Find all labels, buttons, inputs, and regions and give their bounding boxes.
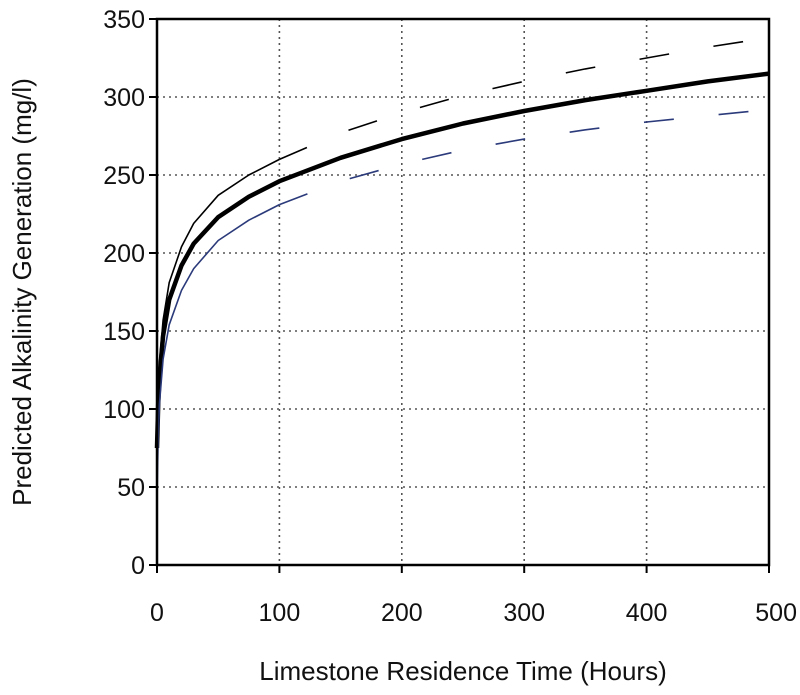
series-layer	[154, 36, 770, 498]
x-tick-label: 400	[626, 599, 668, 627]
series-upper-bound-line	[279, 36, 770, 161]
x-tick-label: 0	[150, 599, 164, 627]
y-tick-label: 300	[103, 84, 145, 112]
y-tick-label: 50	[117, 474, 145, 502]
y-tick-label: 150	[103, 318, 145, 346]
series-lower-bound-line	[279, 108, 770, 206]
x-axis-ticks: 0 100 200 300 400 500	[150, 565, 797, 627]
y-tick-label: 100	[103, 396, 145, 424]
y-axis-ticks: 0 50 100 150 200 250 300 350	[103, 6, 157, 580]
y-tick-label: 200	[103, 240, 145, 268]
plot-area-frame	[155, 17, 771, 567]
x-tick-label: 300	[503, 599, 545, 627]
x-tick-label: 100	[259, 599, 301, 627]
x-axis-title: Limestone Residence Time (Hours)	[259, 656, 667, 686]
series-solid-thick-line	[154, 71, 770, 449]
grid-lines	[157, 19, 769, 565]
y-tick-label: 250	[103, 162, 145, 190]
series-lower-bound-line	[156, 203, 280, 498]
x-tick-label: 200	[381, 599, 423, 627]
y-axis-title: Predicted Alkalinity Generation (mg/l)	[7, 78, 37, 506]
y-tick-label: 350	[103, 6, 145, 34]
y-tick-label: 0	[131, 552, 145, 580]
x-tick-label: 500	[755, 599, 797, 627]
series-upper-bound-line	[156, 158, 280, 441]
